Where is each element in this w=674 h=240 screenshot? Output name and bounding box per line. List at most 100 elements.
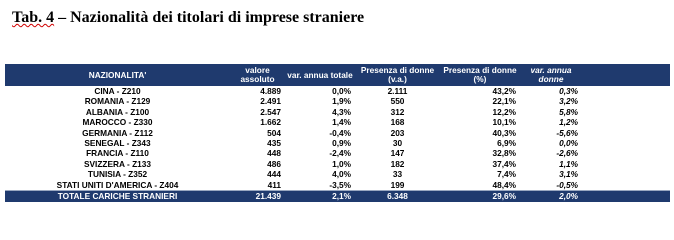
data-row: MAROCCO - Z330 1.662 1,4% 168 10,1% 1,2% bbox=[5, 117, 670, 127]
cell: 550 bbox=[390, 96, 405, 107]
title-prefix: Tab. 4 bbox=[12, 9, 55, 26]
cell: 1,4% bbox=[332, 117, 351, 128]
spacer bbox=[582, 128, 670, 138]
row-label: FRANCIA - Z110 bbox=[86, 148, 149, 159]
cell: 22,1% bbox=[492, 96, 516, 107]
cell: 0,9% bbox=[332, 138, 351, 149]
row-label: SENEGAL - Z343 bbox=[84, 138, 151, 149]
cell: -0,5% bbox=[520, 179, 582, 192]
header-cell: Presenza di donne (%) bbox=[440, 64, 520, 86]
cell: 12,2% bbox=[492, 106, 516, 117]
cell: 5,8% bbox=[559, 106, 578, 117]
cell: 312 bbox=[390, 106, 405, 117]
cell: 182 bbox=[390, 158, 405, 169]
cell: 3,2% bbox=[559, 96, 578, 107]
header-cell: NAZIONALITA' bbox=[5, 64, 230, 86]
header-cell: var. annua totale bbox=[285, 64, 355, 86]
cell: 2.547 bbox=[260, 106, 281, 117]
data-row: ROMANIA - Z129 2.491 1,9% 550 22,1% 3,2% bbox=[5, 96, 670, 106]
title: Tab. 4 – Nazionalità dei titolari di imp… bbox=[12, 9, 364, 27]
table: NAZIONALITA' valore assoluto var. annua … bbox=[5, 64, 670, 203]
row-label: GERMANIA - Z112 bbox=[82, 127, 153, 138]
cell: 6,9% bbox=[497, 138, 516, 149]
cell: 168 bbox=[390, 117, 405, 128]
cell: 30 bbox=[392, 138, 403, 149]
cell: 4.889 bbox=[260, 86, 281, 96]
cell: 6.348 bbox=[355, 190, 440, 203]
cell: 1,0% bbox=[332, 158, 351, 169]
spacer bbox=[582, 169, 670, 179]
header-cell: Presenza di donne (v.a.) bbox=[355, 64, 440, 86]
row-label: SVIZZERA - Z133 bbox=[83, 158, 151, 169]
spacer bbox=[582, 148, 670, 158]
cell: 37,4% bbox=[492, 158, 516, 169]
cell: 40,3% bbox=[492, 127, 516, 138]
cell: 0,0% bbox=[332, 86, 351, 96]
cell: 10,1% bbox=[492, 117, 516, 128]
data-row: SENEGAL - Z343 435 0,9% 30 6,9% 0,0% bbox=[5, 138, 670, 148]
cell: 3,1% bbox=[559, 169, 578, 180]
cell: 504 bbox=[267, 127, 281, 138]
cell: 1.662 bbox=[260, 117, 281, 128]
cell: -0,4% bbox=[329, 127, 351, 138]
cell: 1,2% bbox=[559, 117, 578, 128]
cell: 147 bbox=[390, 148, 405, 159]
cell: 32,8% bbox=[492, 148, 516, 159]
row-label: TOTALE CARICHE STRANIERI bbox=[5, 190, 230, 203]
spacer bbox=[582, 86, 670, 96]
cell: 411 bbox=[230, 179, 285, 192]
cell: 444 bbox=[267, 169, 281, 180]
row-label: TUNISIA - Z352 bbox=[87, 169, 148, 180]
data-row: FRANCIA - Z110 448 -2,4% 147 32,8% -2,6% bbox=[5, 148, 670, 158]
spacer bbox=[582, 107, 670, 117]
cell: -3,5% bbox=[285, 179, 355, 192]
spacer bbox=[582, 138, 670, 148]
cell: 2,0% bbox=[520, 190, 582, 203]
cell: 43,2% bbox=[492, 86, 516, 96]
data-row: SVIZZERA - Z133 486 1,0% 182 37,4% 1,1% bbox=[5, 159, 670, 169]
cell: 2.111 bbox=[387, 86, 408, 96]
cell: 7,4% bbox=[497, 169, 516, 180]
table-body: CINA - Z210 4.889 0,0% 2.111 43,2% 0,3% ROMANI… bbox=[5, 86, 670, 203]
cell: 29,6% bbox=[440, 190, 520, 203]
cell: 4,3% bbox=[332, 106, 351, 117]
cell: -2,6% bbox=[556, 148, 578, 159]
cell: 203 bbox=[390, 127, 405, 138]
spacer bbox=[582, 159, 670, 169]
row-label: CINA - Z210 bbox=[94, 86, 141, 96]
title-text: – Nazionalità dei titolari di imprese st… bbox=[58, 9, 365, 26]
cell: 33 bbox=[392, 169, 403, 180]
header-cell: valore assoluto bbox=[230, 64, 285, 86]
spacer bbox=[582, 179, 670, 192]
row-label: ROMANIA - Z129 bbox=[84, 96, 151, 107]
cell: 1,9% bbox=[332, 96, 351, 107]
header-cell: var. annua donne bbox=[520, 64, 582, 86]
row-label: STATI UNITI D'AMERICA - Z404 bbox=[5, 179, 230, 192]
cell: 2,1% bbox=[285, 190, 355, 203]
page: Tab. 4 – Nazionalità dei titolari di imp… bbox=[5, 9, 670, 203]
cell: 486 bbox=[267, 158, 281, 169]
cell: 448 bbox=[267, 148, 281, 159]
spacer bbox=[582, 117, 670, 127]
cell: 199 bbox=[355, 179, 440, 192]
data-row: TUNISIA - Z352 444 4,0% 33 7,4% 3,1% bbox=[5, 169, 670, 179]
cell: -5,6% bbox=[556, 127, 578, 138]
cell: 435 bbox=[267, 138, 281, 149]
spacer bbox=[582, 96, 670, 106]
cell: -2,4% bbox=[329, 148, 351, 159]
cell: 21.439 bbox=[230, 190, 285, 203]
cell: 48,4% bbox=[440, 179, 520, 192]
header-row: NAZIONALITA' valore assoluto var. annua … bbox=[5, 64, 670, 86]
total-row: TOTALE CARICHE STRANIERI 21.439 2,1% 6.348 2… bbox=[5, 190, 670, 203]
cell: 0,3% bbox=[559, 86, 578, 96]
data-row: GERMANIA - Z112 504 -0,4% 203 40,3% -5,6% bbox=[5, 128, 670, 138]
cell: 0,0% bbox=[559, 138, 578, 149]
cell: 1,1% bbox=[559, 158, 578, 169]
cell: 2.491 bbox=[260, 96, 281, 107]
row-label: MAROCCO - Z330 bbox=[82, 117, 153, 128]
data-row: STATI UNITI D'AMERICA - Z404 411 -3,5% 199 4… bbox=[5, 179, 670, 192]
row-label: ALBANIA - Z100 bbox=[85, 106, 150, 117]
data-row: ALBANIA - Z100 2.547 4,3% 312 12,2% 5,8% bbox=[5, 107, 670, 117]
cell: 4,0% bbox=[332, 169, 351, 180]
header-spacer bbox=[582, 64, 670, 86]
